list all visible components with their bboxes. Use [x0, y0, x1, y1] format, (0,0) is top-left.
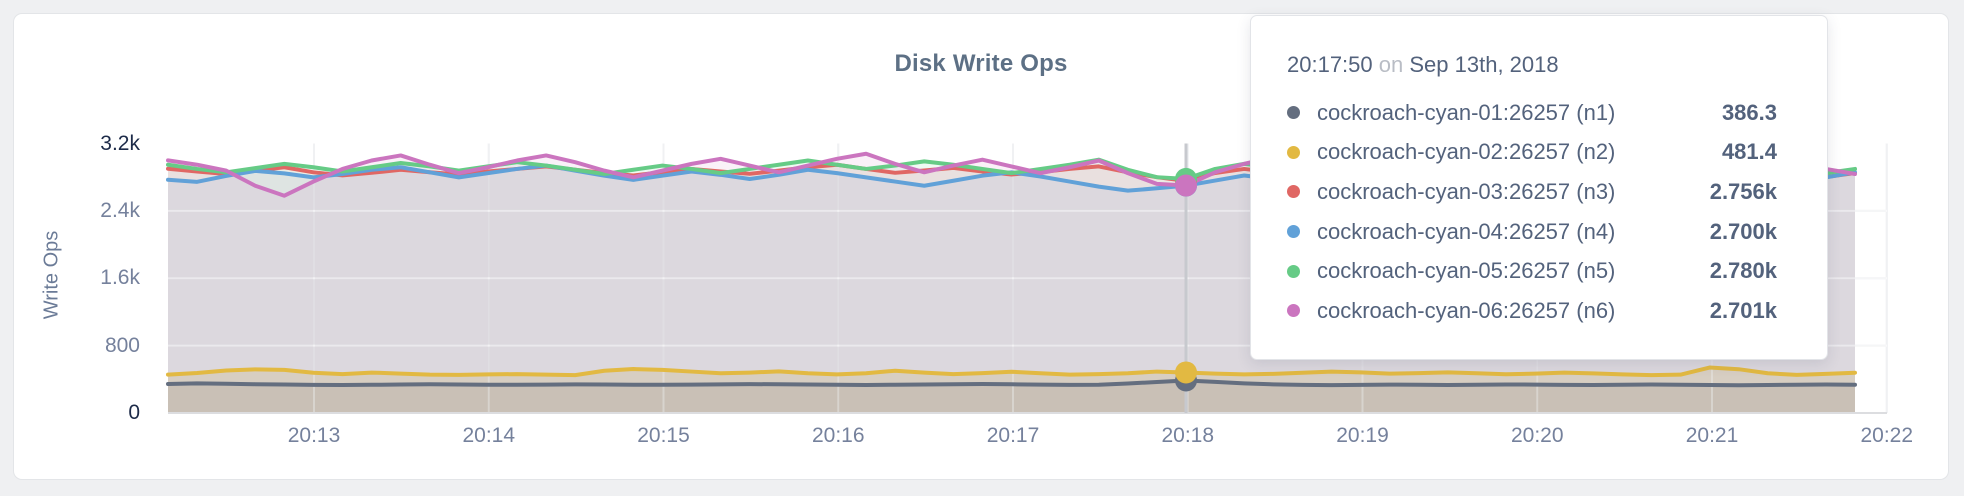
tooltip-series-value: 386.3 — [1721, 99, 1777, 125]
tooltip-series-value: 2.780k — [1709, 258, 1777, 284]
x-tick-label: 20:16 — [811, 424, 865, 447]
tooltip-series-name: cockroach-cyan-02:26257 (n2) — [1317, 139, 1616, 165]
hover-point-n6 — [1175, 174, 1198, 197]
y-tick-label: 3.2k — [100, 131, 140, 155]
x-tick-label: 20:13 — [287, 424, 341, 447]
x-tick-label: 20:18 — [1161, 424, 1215, 447]
tooltip-row-n5: cockroach-cyan-05:26257 (n5) 2.780k — [1287, 251, 1777, 291]
tooltip-series-name: cockroach-cyan-03:26257 (n3) — [1317, 178, 1616, 204]
x-tick-label: 20:20 — [1510, 424, 1564, 447]
x-tick-label: 20:17 — [986, 424, 1040, 447]
series-dot-icon — [1287, 225, 1300, 239]
chart-title: Disk Write Ops — [894, 50, 1068, 77]
x-tick-label: 20:22 — [1860, 424, 1914, 447]
y-tick-label: 0 — [128, 401, 140, 424]
series-dot-icon — [1287, 185, 1300, 199]
tooltip-date: Sep 13th, 2018 — [1409, 52, 1559, 77]
series-line-n2 — [166, 365, 1857, 378]
tooltip-header: 20:17:50 on Sep 13th, 2018 — [1287, 50, 1777, 80]
tooltip-conjunction: on — [1378, 52, 1404, 77]
tooltip-series-value: 2.756k — [1709, 178, 1777, 204]
x-tick-label: 20:19 — [1336, 424, 1389, 447]
tooltip-row-n2: cockroach-cyan-02:26257 (n2) 481.4 — [1287, 133, 1777, 173]
tooltip-series-name: cockroach-cyan-06:26257 (n6) — [1317, 297, 1616, 323]
series-area-n2 — [168, 367, 1855, 413]
y-tick-label: 2.4k — [100, 198, 140, 222]
tooltip-rows: cockroach-cyan-01:26257 (n1) 386.3 cockroa… — [1287, 93, 1777, 331]
tooltip-row-n3: cockroach-cyan-03:26257 (n3) 2.756k — [1287, 172, 1777, 212]
y-tick-label: 1.6k — [100, 266, 140, 290]
series-area-n1 — [168, 380, 1855, 413]
series-dot-icon — [1287, 264, 1300, 278]
tooltip-row-n4: cockroach-cyan-04:26257 (n4) 2.700k — [1287, 212, 1777, 252]
y-tick-label: 800 — [104, 333, 140, 357]
tooltip-row-n6: cockroach-cyan-06:26257 (n6) 2.701k — [1287, 291, 1777, 331]
hover-point-n2 — [1175, 361, 1198, 384]
hover-tooltip: 20:17:50 on Sep 13th, 2018 cockroach-cya… — [1250, 15, 1828, 360]
tooltip-time: 20:17:50 — [1287, 52, 1373, 77]
tooltip-row-n1: cockroach-cyan-01:26257 (n1) 386.3 — [1287, 93, 1777, 133]
tooltip-series-value: 2.701k — [1709, 297, 1777, 323]
series-dot-icon — [1287, 106, 1300, 120]
series-dot-icon — [1287, 145, 1300, 159]
x-tick-label: 20:15 — [637, 424, 690, 447]
tooltip-series-name: cockroach-cyan-05:26257 (n5) — [1317, 258, 1616, 284]
x-tick-label: 20:21 — [1685, 424, 1739, 447]
series-line-n1 — [166, 378, 1857, 388]
x-tick-label: 20:14 — [462, 424, 516, 447]
tooltip-series-name: cockroach-cyan-04:26257 (n4) — [1317, 218, 1616, 244]
tooltip-series-name: cockroach-cyan-01:26257 (n1) — [1317, 99, 1616, 125]
tooltip-series-value: 2.700k — [1709, 218, 1777, 244]
tooltip-series-value: 481.4 — [1721, 139, 1777, 165]
series-dot-icon — [1287, 304, 1300, 318]
